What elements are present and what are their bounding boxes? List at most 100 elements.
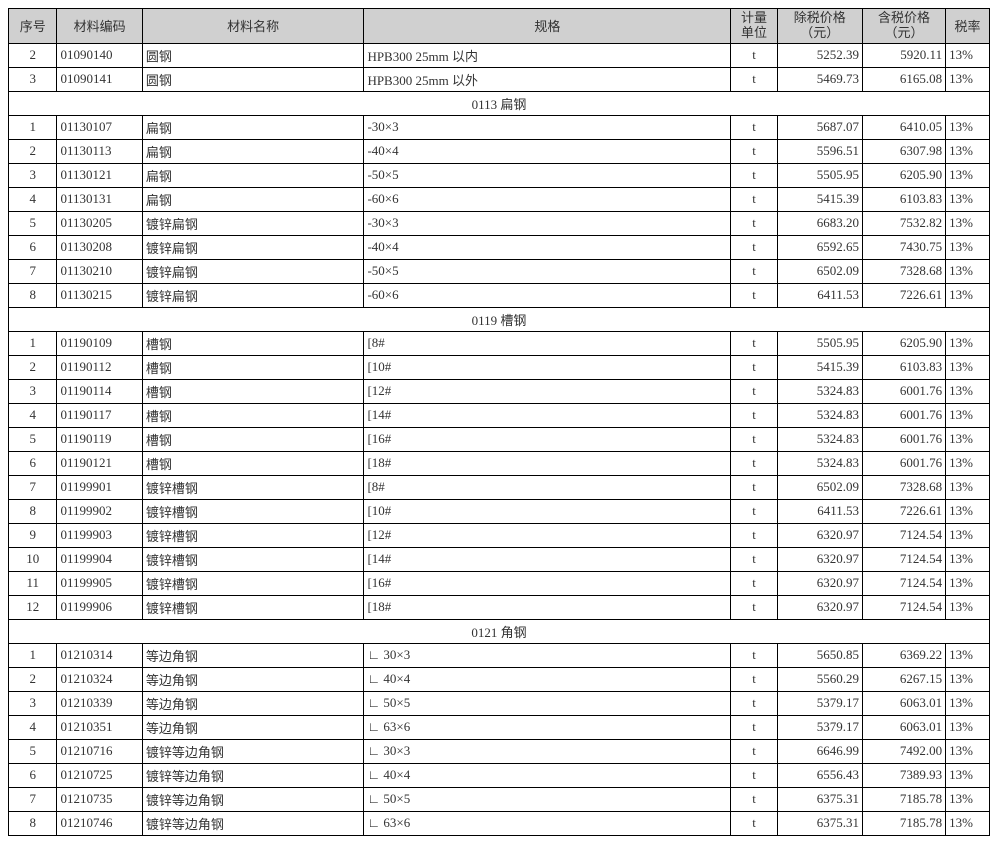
cell-unit: t [731, 403, 777, 427]
cell-tax: 13% [946, 811, 990, 835]
cell-tax: 13% [946, 715, 990, 739]
cell-price-excl-tax: 6375.31 [777, 787, 862, 811]
cell-spec: -50×5 [364, 163, 731, 187]
cell-unit: t [731, 115, 777, 139]
cell-seq: 8 [9, 499, 57, 523]
cell-spec: [12# [364, 379, 731, 403]
cell-name: 镀锌等边角钢 [142, 787, 364, 811]
table-row: 801199902镀锌槽钢[10#t6411.537226.6113% [9, 499, 990, 523]
cell-price-excl-tax: 6683.20 [777, 211, 862, 235]
cell-seq: 8 [9, 811, 57, 835]
cell-seq: 9 [9, 523, 57, 547]
cell-unit: t [731, 211, 777, 235]
header-price2: 含税价格 （元） [862, 9, 945, 44]
table-row: 301210339等边角钢∟ 50×5t5379.176063.0113% [9, 691, 990, 715]
cell-tax: 13% [946, 475, 990, 499]
table-row: 1201199906镀锌槽钢[18#t6320.977124.5413% [9, 595, 990, 619]
cell-seq: 4 [9, 187, 57, 211]
cell-code: 01210339 [57, 691, 142, 715]
cell-name: 圆钢 [142, 43, 364, 67]
cell-tax: 13% [946, 355, 990, 379]
cell-price-incl-tax: 7185.78 [862, 787, 945, 811]
cell-price-incl-tax: 6205.90 [862, 163, 945, 187]
cell-tax: 13% [946, 571, 990, 595]
cell-tax: 13% [946, 787, 990, 811]
section-title: 0121 角钢 [9, 619, 990, 643]
cell-unit: t [731, 811, 777, 835]
cell-tax: 13% [946, 499, 990, 523]
cell-price-incl-tax: 7328.68 [862, 475, 945, 499]
cell-tax: 13% [946, 739, 990, 763]
table-row: 601210725镀锌等边角钢∟ 40×4t6556.437389.9313% [9, 763, 990, 787]
cell-seq: 4 [9, 715, 57, 739]
cell-name: 等边角钢 [142, 715, 364, 739]
cell-code: 01199906 [57, 595, 142, 619]
cell-spec: [8# [364, 331, 731, 355]
cell-seq: 5 [9, 211, 57, 235]
cell-unit: t [731, 427, 777, 451]
table-body: 201090140圆钢HPB300 25mm 以内t5252.395920.11… [9, 43, 990, 835]
cell-code: 01190121 [57, 451, 142, 475]
cell-code: 01190112 [57, 355, 142, 379]
material-price-table: 序号 材料编码 材料名称 规格 计量 单位 除税价格 （元） 含税价格 （元） … [8, 8, 990, 836]
table-row: 501190119槽钢[16#t5324.836001.7613% [9, 427, 990, 451]
cell-price-incl-tax: 7226.61 [862, 283, 945, 307]
cell-spec: ∟ 30×3 [364, 739, 731, 763]
cell-price-incl-tax: 7492.00 [862, 739, 945, 763]
cell-price-incl-tax: 6103.83 [862, 187, 945, 211]
cell-unit: t [731, 451, 777, 475]
cell-name: 镀锌扁钢 [142, 259, 364, 283]
cell-seq: 5 [9, 427, 57, 451]
cell-seq: 11 [9, 571, 57, 595]
cell-unit: t [731, 139, 777, 163]
cell-tax: 13% [946, 691, 990, 715]
cell-name: 镀锌等边角钢 [142, 739, 364, 763]
cell-price-excl-tax: 6646.99 [777, 739, 862, 763]
cell-tax: 13% [946, 379, 990, 403]
table-row: 1101199905镀锌槽钢[16#t6320.977124.5413% [9, 571, 990, 595]
header-tax: 税率 [946, 9, 990, 44]
cell-unit: t [731, 763, 777, 787]
cell-code: 01130121 [57, 163, 142, 187]
cell-code: 01210725 [57, 763, 142, 787]
cell-tax: 13% [946, 211, 990, 235]
cell-name: 槽钢 [142, 451, 364, 475]
cell-spec: [8# [364, 475, 731, 499]
cell-tax: 13% [946, 67, 990, 91]
cell-tax: 13% [946, 235, 990, 259]
cell-price-incl-tax: 6001.76 [862, 379, 945, 403]
cell-spec: -30×3 [364, 115, 731, 139]
cell-price-incl-tax: 7124.54 [862, 595, 945, 619]
table-row: 901199903镀锌槽钢[12#t6320.977124.5413% [9, 523, 990, 547]
cell-tax: 13% [946, 451, 990, 475]
table-row: 701210735镀锌等边角钢∟ 50×5t6375.317185.7813% [9, 787, 990, 811]
cell-seq: 5 [9, 739, 57, 763]
cell-price-excl-tax: 6320.97 [777, 595, 862, 619]
cell-seq: 6 [9, 763, 57, 787]
cell-price-incl-tax: 6001.76 [862, 451, 945, 475]
header-price1: 除税价格 （元） [777, 9, 862, 44]
cell-name: 镀锌槽钢 [142, 499, 364, 523]
cell-tax: 13% [946, 331, 990, 355]
cell-price-excl-tax: 5324.83 [777, 427, 862, 451]
cell-name: 槽钢 [142, 403, 364, 427]
cell-seq: 1 [9, 331, 57, 355]
cell-price-incl-tax: 7185.78 [862, 811, 945, 835]
cell-code: 01190109 [57, 331, 142, 355]
cell-code: 01199904 [57, 547, 142, 571]
header-spec: 规格 [364, 9, 731, 44]
cell-price-incl-tax: 6267.15 [862, 667, 945, 691]
header-price1-l1: 除税价格 [781, 11, 859, 26]
cell-spec: ∟ 50×5 [364, 691, 731, 715]
cell-price-excl-tax: 6320.97 [777, 547, 862, 571]
cell-name: 镀锌槽钢 [142, 547, 364, 571]
cell-seq: 3 [9, 379, 57, 403]
cell-spec: -40×4 [364, 139, 731, 163]
cell-price-incl-tax: 7226.61 [862, 499, 945, 523]
table-row: 101210314等边角钢∟ 30×3t5650.856369.2213% [9, 643, 990, 667]
cell-seq: 2 [9, 139, 57, 163]
cell-unit: t [731, 235, 777, 259]
cell-name: 镀锌扁钢 [142, 235, 364, 259]
cell-price-incl-tax: 6063.01 [862, 715, 945, 739]
cell-code: 01090141 [57, 67, 142, 91]
